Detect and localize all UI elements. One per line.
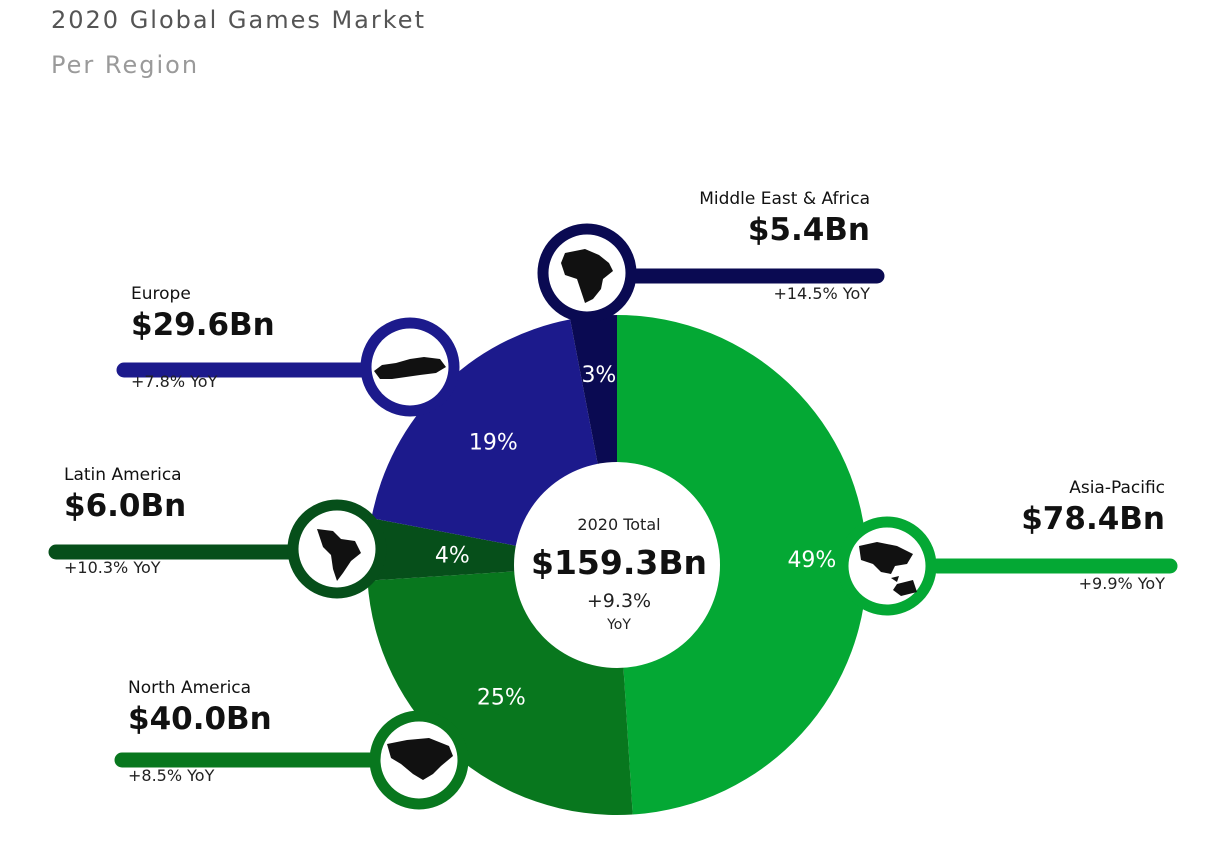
slice-percent-label: 3% (581, 363, 616, 388)
slice-percent-label: 4% (435, 544, 470, 569)
region-callout-north-america: North America $40.0Bn +8.5% YoY (128, 677, 272, 787)
chart-title: 2020 Global Games Market (51, 6, 426, 34)
region-value: $29.6Bn (131, 307, 275, 343)
region-value: $40.0Bn (128, 701, 272, 737)
chart-subtitle: Per Region (51, 51, 200, 79)
region-name: Asia-Pacific (1069, 478, 1165, 498)
region-callout-middle-east-africa: Middle East & Africa $5.4Bn +14.5% YoY (699, 188, 870, 305)
slice-percent-label: 19% (469, 430, 518, 455)
region-callout-latin-america: Latin America $6.0Bn +10.3% YoY (64, 464, 186, 579)
slice-percent-label: 25% (477, 685, 526, 710)
region-yoy: +8.5% YoY (128, 766, 215, 785)
region-yoy: +14.5% YoY (773, 284, 870, 303)
slice-percent-label: 49% (787, 548, 836, 573)
region-name: North America (128, 678, 252, 698)
latin-america-map-icon (317, 529, 361, 581)
region-name: Middle East & Africa (699, 189, 870, 209)
pie-slice-asia-pacific (617, 315, 867, 815)
africa-map-icon (561, 249, 613, 303)
region-value: $6.0Bn (64, 488, 187, 524)
center-label: 2020 Total (577, 515, 660, 534)
region-yoy: +7.8% YoY (131, 372, 218, 391)
center-change: +9.3% (587, 590, 651, 612)
region-value: $78.4Bn (1021, 501, 1165, 537)
center-total: $159.3Bn (531, 543, 707, 582)
europe-map-icon (374, 357, 446, 379)
region-value: $5.4Bn (747, 212, 870, 248)
region-callout-europe: Europe $29.6Bn +7.8% YoY (131, 283, 275, 393)
asia-pacific-map-icon (859, 542, 917, 596)
region-name: Europe (131, 284, 191, 304)
north-america-map-icon (387, 738, 453, 780)
region-yoy: +10.3% YoY (64, 558, 161, 577)
center-change-unit: YoY (606, 617, 631, 633)
center-hole (514, 462, 720, 668)
region-callout-asia-pacific: Asia-Pacific $78.4Bn +9.9% YoY (1021, 477, 1165, 595)
region-yoy: +9.9% YoY (1078, 574, 1165, 593)
region-name: Latin America (64, 465, 182, 485)
